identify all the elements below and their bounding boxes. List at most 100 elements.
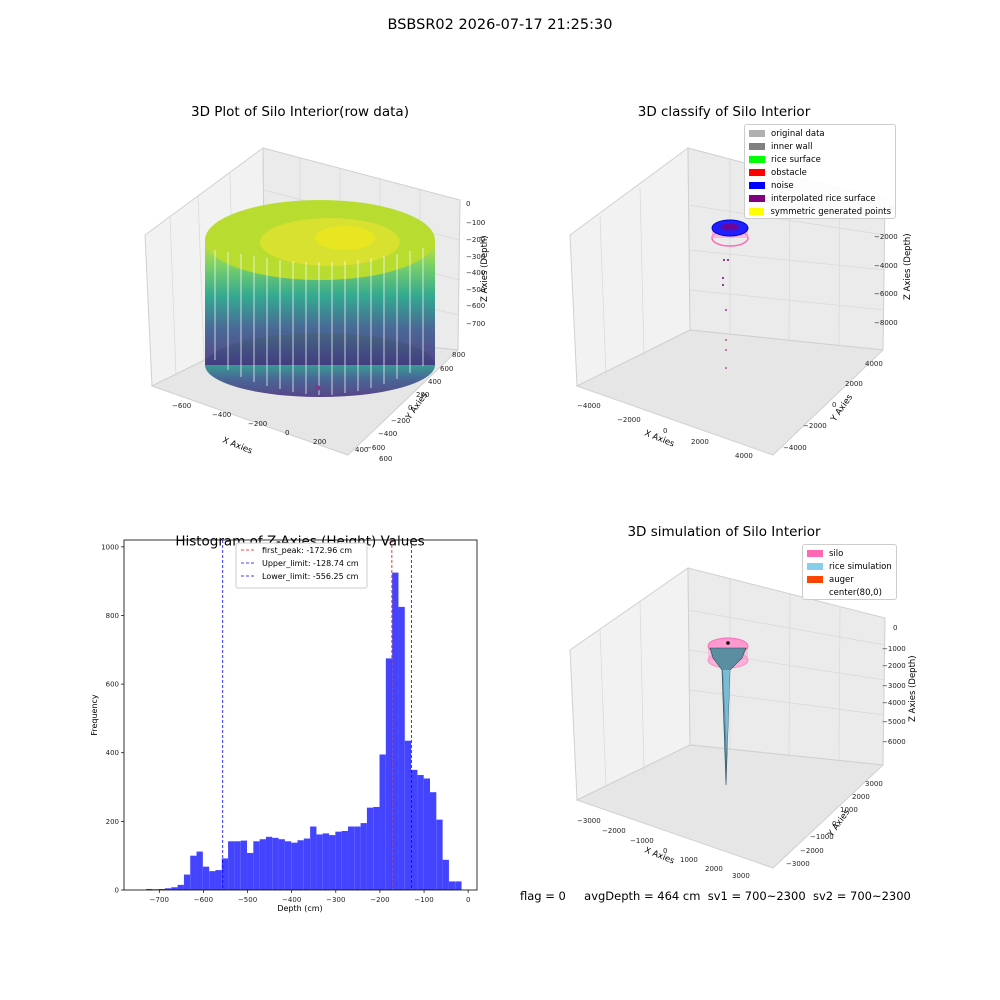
histogram-bar (430, 792, 437, 890)
classify-legend-entry: inner wall (749, 140, 891, 153)
raw-x-tick: −600 (172, 402, 191, 410)
histogram-y-tick-label: 600 (106, 681, 119, 689)
raw-y-tick: 400 (428, 378, 441, 386)
simulation-floor-pane (575, 744, 885, 869)
histogram-bar (404, 740, 412, 890)
histogram-x-tick-label: −500 (238, 896, 257, 904)
raw-y-tick: 200 (416, 391, 429, 399)
classify-legend-label: noise (771, 180, 794, 191)
classify-legend-label: interpolated rice surface (771, 193, 876, 204)
simulation-y-tick: 0 (832, 820, 836, 828)
raw-z-tick: −500 (466, 286, 485, 294)
histogram-bar (284, 841, 292, 890)
simulation-legend-label: silo (829, 548, 844, 559)
flag-text: flag = 0 (520, 889, 566, 903)
histogram-bar (259, 839, 266, 890)
histogram-bar (297, 840, 304, 890)
histogram-bar (411, 769, 418, 890)
histogram-bar (455, 881, 462, 890)
classify-legend-swatch (749, 208, 765, 215)
classify-legend-swatch (749, 169, 765, 176)
simulation-z-tick: −6000 (882, 738, 906, 746)
histogram-x-tick-label: −300 (326, 896, 345, 904)
raw-y-tick: −200 (391, 417, 410, 425)
classify-y-tick: −4000 (783, 444, 807, 452)
histogram-bar (347, 826, 355, 890)
classify-x-tick: −2000 (617, 416, 641, 424)
histogram-bar (354, 826, 361, 890)
simulation-z-axis-label: Z Axies (Depth) (908, 655, 918, 722)
classify-legend-label: original data (771, 128, 825, 139)
histogram-bar (373, 806, 380, 890)
histogram-x-ticks: −700 −600 −500 −400 −300 −200 −100 0 (150, 890, 470, 904)
histogram-bar (392, 572, 399, 890)
histogram-bar (417, 775, 424, 890)
histogram-bar (177, 884, 184, 890)
histogram-y-tick-label: 800 (106, 612, 119, 620)
classify-legend-swatch (749, 143, 765, 150)
histogram-chart: Histogram of Z-Axies (Height) Values −70… (90, 534, 478, 913)
classify-legend-label: symmetric generated points (770, 206, 891, 217)
histogram-bar (366, 807, 374, 890)
histogram-y-tick-label: 0 (115, 887, 119, 895)
histogram-bar (322, 833, 330, 890)
raw-x-tick: 0 (285, 429, 289, 437)
raw-x-tick: 400 (355, 446, 368, 454)
histogram-bar (221, 858, 229, 890)
simulation-x-tick: 0 (663, 847, 667, 855)
histogram-bar (190, 855, 197, 890)
histogram-bar (146, 888, 153, 890)
histogram-bar (215, 870, 222, 890)
histogram-bar (385, 658, 393, 890)
histogram-x-tick-label: −400 (282, 896, 301, 904)
classify-x-tick: −4000 (577, 402, 601, 410)
simulation-legend-label: auger (829, 574, 854, 585)
raw-y-tick: −600 (366, 444, 385, 452)
sv1-text: sv1 = 700~2300 (707, 889, 806, 903)
raw-z-tick: −600 (466, 302, 485, 310)
simulation-x-axis-label: X Axies (643, 846, 676, 867)
histogram-bar (164, 888, 172, 890)
simulation-legend-swatch (807, 589, 823, 596)
simulation-legend-label: center(80,0) (829, 587, 882, 598)
histogram-y-tick-label: 400 (106, 749, 119, 757)
simulation-legend-label: rice simulation (829, 561, 892, 572)
simulation-legend-entry: auger (807, 573, 892, 586)
classify-gridlines (599, 158, 886, 377)
classify-x-tick: 4000 (735, 452, 753, 460)
raw-x-tick: −200 (248, 420, 267, 428)
simulation-z-tick: −1000 (882, 645, 906, 653)
classify-x-axis-label: X Axies (643, 429, 676, 450)
classify-legend-entry: interpolated rice surface (749, 192, 891, 205)
raw-z-tick: −400 (466, 269, 485, 277)
histogram-bar (379, 754, 386, 890)
simulation-legend-entry: silo (807, 547, 892, 560)
histogram-bar (335, 831, 342, 890)
histogram-bar (329, 835, 336, 890)
simulation-z-tick: 0 (893, 624, 897, 632)
simulation-plot-title: 3D simulation of Silo Interior (627, 524, 821, 540)
classify-z-tick: −2000 (874, 233, 898, 241)
histogram-bar (265, 836, 273, 890)
classify-legend-swatch (749, 156, 765, 163)
classify-tick-labels: −4000 −2000 0 2000 4000 4000 2000 0 −200… (577, 204, 898, 460)
histogram-bar (303, 838, 311, 890)
histogram-bar (442, 859, 449, 890)
raw-z-axis-label: Z Axies (Depth) (480, 235, 490, 302)
classify-y-tick: −2000 (803, 422, 827, 430)
simulation-surface (707, 637, 749, 786)
classify-legend-label: rice surface (771, 154, 821, 165)
simulation-legend-entry: rice simulation (807, 560, 892, 573)
histogram-y-tick-label: 1000 (101, 543, 119, 551)
simulation-y-tick: 1000 (840, 806, 858, 814)
raw-y-tick: 0 (408, 404, 412, 412)
classify-x-tick: 0 (663, 427, 667, 435)
simulation-3d-plot: −3000 −2000 −1000 0 1000 2000 3000 3000 … (569, 567, 918, 880)
histogram-legend-label: Lower_limit: -556.25 cm (262, 572, 359, 581)
histogram-bar (316, 834, 323, 890)
classify-legend-label: inner wall (771, 141, 813, 152)
histogram-bar (310, 826, 317, 890)
classify-3d-plot: −4000 −2000 0 2000 4000 4000 2000 0 −200… (569, 147, 913, 460)
classify-legend-entry: symmetric generated points (749, 205, 891, 218)
classify-z-axis-label: Z Axies (Depth) (903, 233, 913, 300)
